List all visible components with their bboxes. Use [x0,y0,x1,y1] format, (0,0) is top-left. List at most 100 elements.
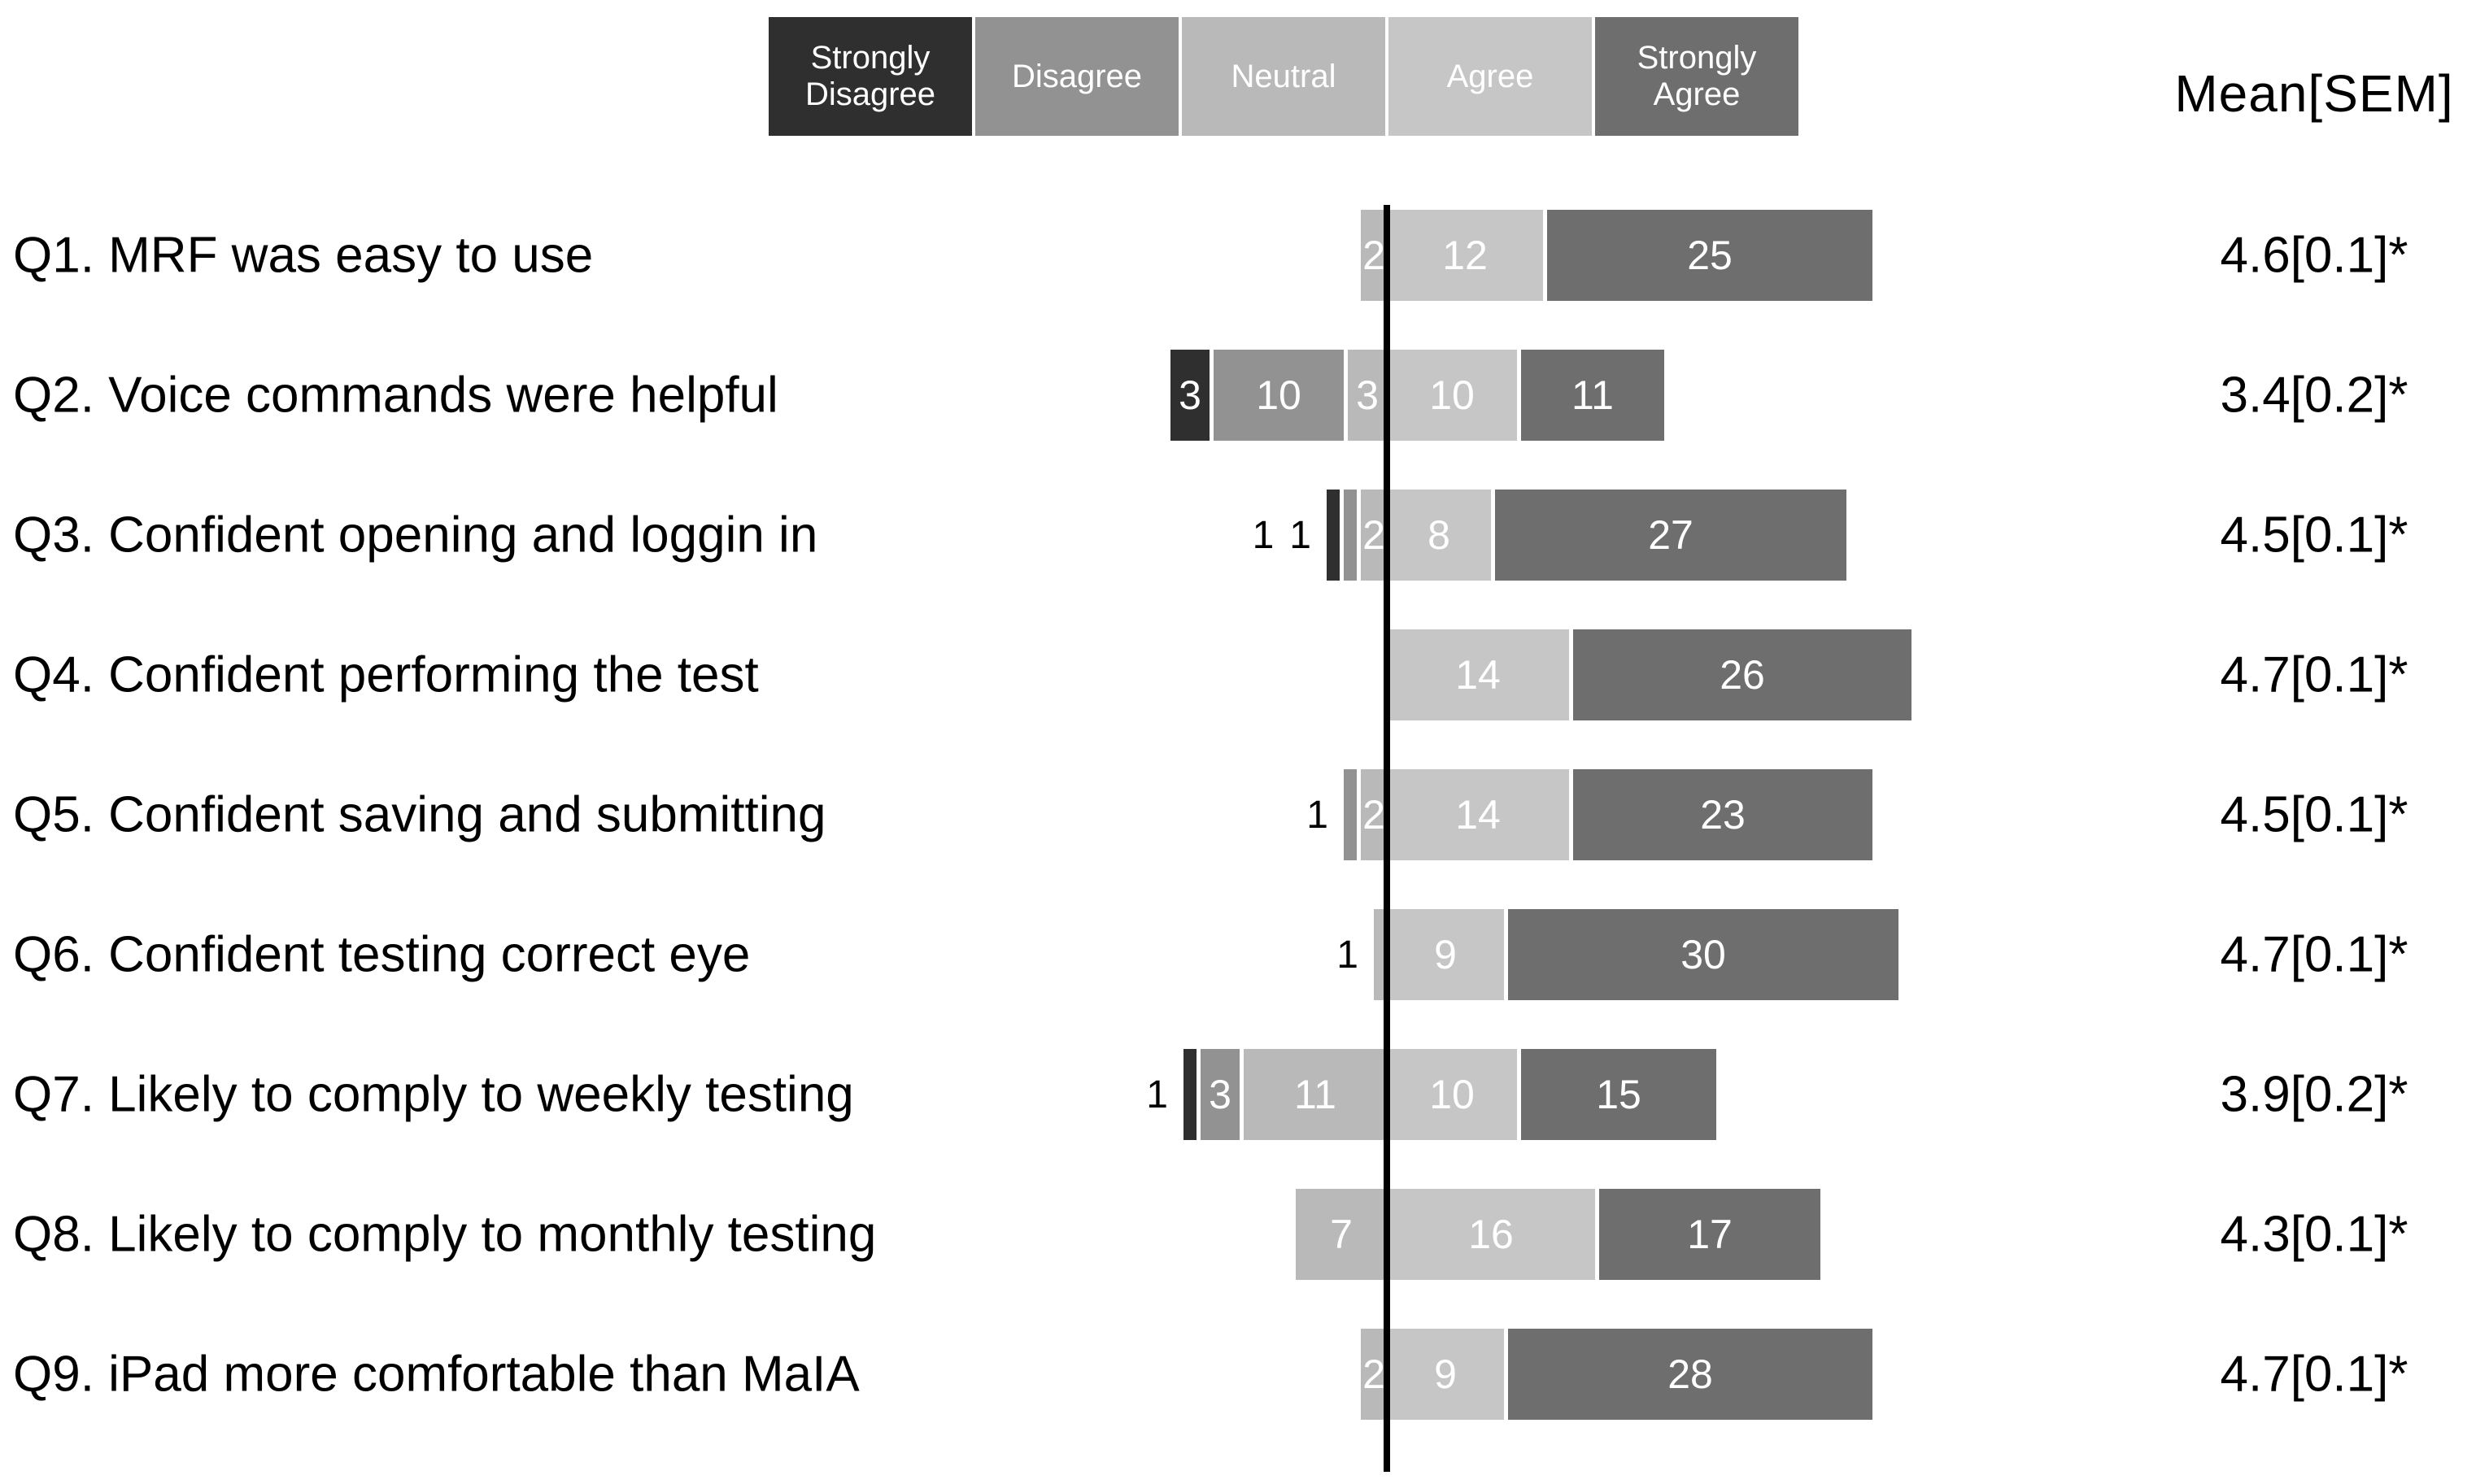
segment-count: 10 [1256,372,1301,418]
bar-disagree-side: 7 [1296,1189,1387,1280]
question-row-q7: Q7. Likely to comply to weekly testing 1 3… [0,1049,2489,1140]
segment-agree: 9 [1387,1329,1504,1420]
segment-strongly-agree: 15 [1521,1049,1716,1140]
legend-item-strongly-disagree: Strongly Disagree [769,17,972,136]
segment-count: 15 [1596,1072,1641,1117]
legend-item-strongly-agree: Strongly Agree [1595,17,1798,136]
segment-count: 11 [1294,1072,1336,1117]
segment-count: 9 [1434,1351,1457,1397]
segment-strongly-agree: 27 [1495,490,1846,581]
question-row-q2: Q2. Voice commands were helpful 3 10 3 10 11 3… [0,350,2489,441]
mean-sem-value: 4.7[0.1]* [2220,926,2408,983]
segment-count: 7 [1330,1212,1353,1257]
outside-count-label-strongly-disagree: 1 [1146,1073,1168,1116]
mean-sem-header: Mean[SEM] [2174,64,2454,123]
mean-sem-value: 4.5[0.1]* [2220,507,2408,564]
outside-count-label-strongly-disagree: 1 [1252,513,1275,557]
segment-neutral: 11 [1244,1049,1387,1140]
segment-count: 3 [1179,372,1201,418]
bar-agree-side: 8 27 [1387,490,1846,581]
segment-disagree: 3 [1201,1049,1240,1140]
segment-neutral: 2 [1361,210,1387,301]
bar-disagree-side: 1 [1336,909,1387,1000]
question-label: Q4. Confident performing the test [13,646,759,703]
bar-disagree-side: 2 [1361,210,1387,301]
bar-agree-side: 14 23 [1387,769,1872,860]
segment-count: 2 [1362,1351,1385,1397]
bar-agree-side: 10 15 [1387,1049,1716,1140]
segment-strongly-agree: 23 [1573,769,1872,860]
segment-neutral: 7 [1296,1189,1387,1280]
outside-count-label-disagree: 1 [1306,793,1328,837]
legend-label: Strongly Disagree [804,40,936,112]
segment-neutral: 2 [1361,1329,1387,1420]
legend-label: Neutral [1231,58,1336,94]
segment-count: 2 [1362,512,1385,558]
segment-strongly-disagree: 3 [1170,350,1210,441]
segment-agree: 14 [1387,769,1569,860]
segment-strongly-agree: 25 [1547,210,1872,301]
legend-item-agree: Agree [1388,17,1592,136]
mean-sem-value: 4.6[0.1]* [2220,227,2408,284]
segment-strongly-agree: 26 [1573,629,1911,720]
segment-count: 16 [1468,1212,1514,1257]
segment-count: 14 [1455,652,1501,698]
neutral-agree-baseline [1384,205,1390,1472]
question-label: Q2. Voice commands were helpful [13,367,778,424]
question-row-q4: Q4. Confident performing the test 14 26 4.7… [0,629,2489,720]
outside-count-label-disagree: 1 [1289,513,1311,557]
question-row-q1: Q1. MRF was easy to use 2 12 25 4.6[0.1]* [0,210,2489,301]
question-row-q5: Q5. Confident saving and submitting 1 2 14 2… [0,769,2489,860]
legend-label: Strongly Agree [1637,40,1757,112]
bar-agree-side: 14 26 [1387,629,1911,720]
bar-agree-side: 16 17 [1387,1189,1820,1280]
segment-agree: 8 [1387,490,1491,581]
segment-disagree: 10 [1214,350,1344,441]
segment-count: 23 [1700,792,1746,838]
segment-strongly-disagree [1183,1049,1197,1140]
mean-sem-value: 4.5[0.1]* [2220,786,2408,843]
segment-neutral: 2 [1361,490,1387,581]
segment-count: 30 [1680,932,1726,977]
bar-disagree-side: 2 [1361,1329,1387,1420]
segment-count: 3 [1356,372,1379,418]
bar-agree-side: 12 25 [1387,210,1872,301]
segment-strongly-agree: 11 [1521,350,1664,441]
segment-count: 3 [1209,1072,1231,1117]
segment-count: 9 [1434,932,1457,977]
legend-item-neutral: Neutral [1182,17,1385,136]
segment-count: 27 [1648,512,1693,558]
legend: Strongly Disagree Disagree Neutral Agree Str… [769,17,1798,136]
question-row-q9: Q9. iPad more comfortable than MaIA 2 9 28 4… [0,1329,2489,1420]
question-row-q6: Q6. Confident testing correct eye 1 9 30 4.7… [0,909,2489,1000]
segment-count: 11 [1571,372,1614,418]
bar-agree-side: 10 11 [1387,350,1664,441]
mean-sem-value: 4.7[0.1]* [2220,646,2408,703]
segment-count: 17 [1687,1212,1733,1257]
outside-count-label-neutral: 1 [1336,933,1358,977]
segment-agree: 10 [1387,350,1517,441]
segment-strongly-agree: 28 [1508,1329,1872,1420]
segment-count: 14 [1455,792,1501,838]
question-label: Q7. Likely to comply to weekly testing [13,1066,854,1123]
segment-agree: 10 [1387,1049,1517,1140]
segment-count: 10 [1429,1072,1475,1117]
mean-sem-value: 4.3[0.1]* [2220,1206,2408,1263]
segment-strongly-agree: 30 [1508,909,1898,1000]
bar-disagree-side: 3 10 3 [1170,350,1387,441]
segment-count: 12 [1442,233,1488,278]
segment-agree: 9 [1387,909,1504,1000]
question-row-q8: Q8. Likely to comply to monthly testing 7… [0,1189,2489,1280]
mean-sem-value: 3.4[0.2]* [2220,367,2408,424]
segment-count: 28 [1667,1351,1713,1397]
segment-disagree [1344,490,1357,581]
question-label: Q9. iPad more comfortable than MaIA [13,1346,860,1403]
segment-count: 2 [1362,792,1385,838]
segment-count: 8 [1428,512,1450,558]
question-label: Q1. MRF was easy to use [13,227,594,284]
segment-agree: 16 [1387,1189,1595,1280]
segment-count: 25 [1687,233,1733,278]
segment-strongly-agree: 17 [1599,1189,1820,1280]
segment-agree: 14 [1387,629,1569,720]
